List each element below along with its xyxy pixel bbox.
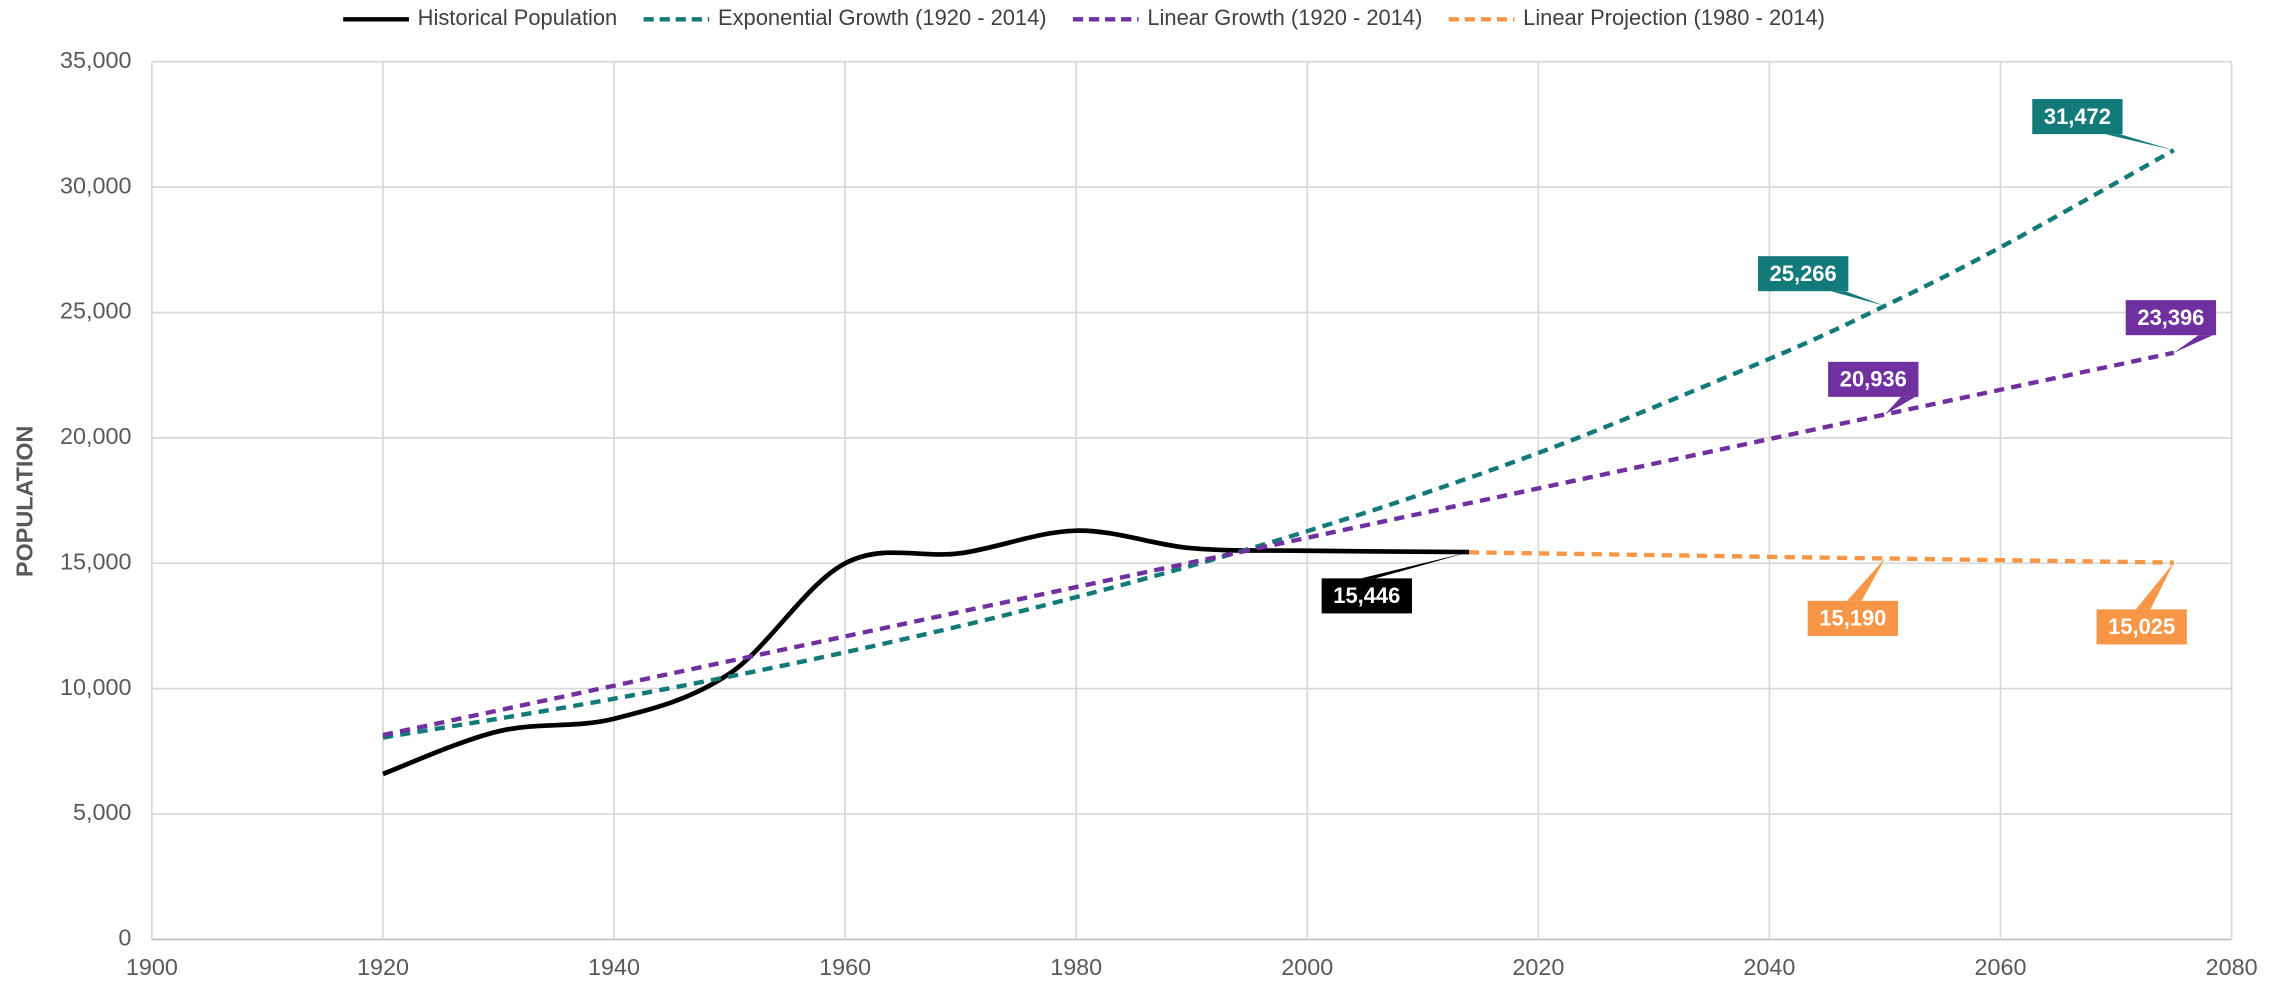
data-label: 25,266	[1758, 256, 1885, 306]
y-tick-label: 20,000	[60, 423, 131, 449]
data-label-text: 20,936	[1840, 367, 1907, 392]
data-label-text: 15,190	[1819, 606, 1886, 631]
legend-label: Exponential Growth (1920 - 2014)	[718, 5, 1047, 30]
data-label-text: 15,446	[1333, 583, 1400, 608]
y-tick-label: 0	[118, 925, 131, 951]
data-label: 20,936	[1828, 361, 1919, 415]
x-tick-label: 1960	[819, 954, 871, 980]
y-axis-label: POPULATION	[11, 426, 37, 577]
x-tick-label: 2060	[1975, 954, 2027, 980]
x-tick-label: 1900	[126, 954, 178, 980]
y-tick-label: 5,000	[73, 799, 131, 825]
callout-box	[1807, 600, 1899, 636]
y-tick-label: 35,000	[60, 47, 131, 73]
callout-box	[2125, 300, 2217, 336]
callout-box	[2096, 609, 2187, 645]
callout-pointer	[1884, 396, 1916, 415]
callout-box	[1321, 578, 1412, 614]
legend-item: Linear Growth (1920 - 2014)	[1072, 5, 1422, 30]
legend-label: Historical Population	[418, 5, 618, 30]
callout-pointer	[2135, 562, 2174, 610]
x-tick-label: 2040	[1743, 954, 1795, 980]
x-tick-label: 2020	[1512, 954, 1564, 980]
legend-item: Linear Projection (1980 - 2014)	[1448, 5, 1825, 30]
x-tick-label: 2080	[2206, 954, 2258, 980]
series-line	[382, 528, 1470, 777]
data-label-text: 23,396	[2137, 305, 2204, 330]
callout-pointer	[1360, 552, 1470, 579]
data-label-text: 25,266	[1770, 261, 1837, 286]
data-label-text: 15,025	[2108, 614, 2175, 639]
x-tick-label: 1980	[1050, 954, 1102, 980]
data-label: 15,025	[2096, 562, 2187, 645]
x-tick-label: 1920	[357, 954, 409, 980]
data-label: 15,446	[1321, 552, 1470, 614]
callout-box	[1828, 361, 1919, 397]
y-tick-label: 25,000	[60, 298, 131, 324]
x-tick-label: 1940	[588, 954, 640, 980]
data-label: 31,472	[2032, 99, 2174, 151]
data-label: 15,190	[1807, 558, 1899, 636]
series-line	[382, 148, 2175, 740]
data-label-text: 31,472	[2044, 104, 2111, 129]
x-tick-label: 2000	[1281, 954, 1333, 980]
callout-box	[2032, 99, 2123, 135]
series-line	[382, 350, 2175, 738]
legend-label: Linear Growth (1920 - 2014)	[1147, 5, 1422, 30]
y-tick-label: 15,000	[60, 548, 131, 574]
callout-pointer	[1830, 291, 1885, 306]
series-line	[1468, 550, 2174, 565]
legend-label: Linear Projection (1980 - 2014)	[1523, 5, 1825, 30]
y-tick-label: 10,000	[60, 674, 131, 700]
callout-pointer	[2105, 134, 2174, 151]
y-tick-label: 30,000	[60, 172, 131, 198]
data-label: 23,396	[2125, 300, 2217, 353]
legend-item: Historical Population	[343, 5, 617, 30]
legend-item: Exponential Growth (1920 - 2014)	[643, 5, 1047, 30]
callout-box	[1758, 256, 1849, 292]
callout-pointer	[1846, 558, 1885, 601]
